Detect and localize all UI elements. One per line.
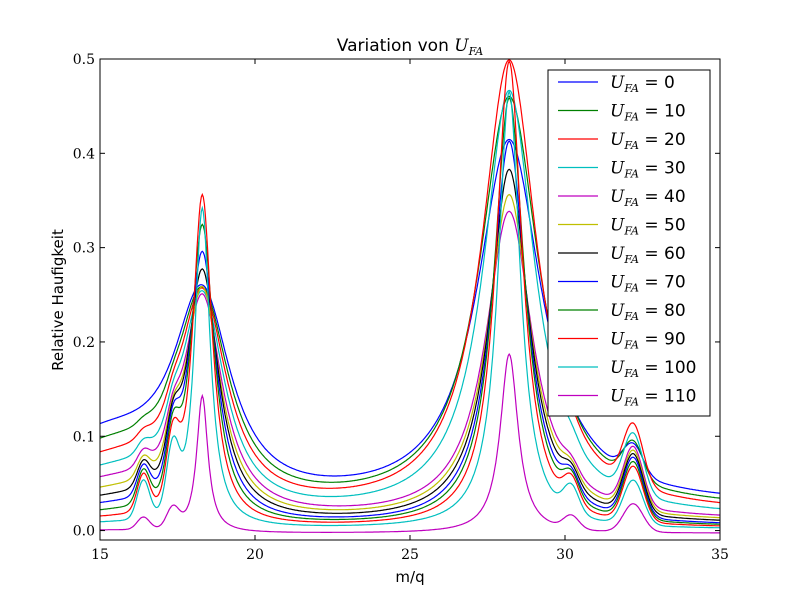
x-tick-label: 30: [556, 547, 574, 563]
legend-entry-90: UFA = 90: [558, 330, 686, 352]
ticks-layer: 15 20 25 30 35 0.0 0.1 0.2 0.3 0.4 0.5: [73, 52, 729, 563]
chart-title: Variation von UFA: [337, 36, 483, 58]
legend-symbol: U: [610, 330, 625, 350]
y-tick-label: 0.4: [73, 146, 95, 162]
legend-value: = 30: [639, 159, 686, 179]
chart-title-prefix: Variation von: [337, 36, 454, 56]
x-tick-label: 25: [401, 547, 419, 563]
series-line-90: [99, 59, 721, 527]
y-axis-label: Relative Haufigkeit: [49, 229, 67, 371]
legend-entry-100: UFA = 100: [558, 358, 696, 380]
series-line-70: [99, 140, 720, 524]
legend-label: UFA = 90: [610, 330, 686, 352]
legend-subscript: FA: [623, 139, 639, 152]
series-line-0: [99, 138, 721, 494]
chart-title-math: U: [454, 36, 469, 56]
series-line-40: [99, 210, 721, 516]
legend-entry-30: UFA = 30: [558, 159, 686, 181]
x-axis-label: m/q: [395, 568, 424, 586]
legend-subscript: FA: [623, 339, 639, 352]
legend-frame: [547, 69, 711, 417]
legend-entry-70: UFA = 70: [558, 273, 686, 295]
legend-label: UFA = 100: [610, 358, 696, 380]
series-line-60: [99, 168, 721, 521]
legend-label: UFA = 40: [610, 187, 686, 209]
legend-value: = 50: [639, 216, 686, 236]
plot-frame: [99, 58, 721, 541]
x-tick-label: 20: [246, 547, 264, 563]
series-line-50: [99, 193, 721, 519]
legend-value: = 100: [639, 358, 697, 378]
legend-symbol: U: [610, 130, 625, 150]
y-tick-label: 0.2: [73, 335, 95, 351]
legend-value: = 80: [639, 301, 686, 321]
legend-symbol: U: [610, 159, 625, 179]
legend-label: UFA = 60: [610, 244, 686, 266]
legend-subscript: FA: [623, 396, 639, 409]
legend-symbol: U: [610, 216, 625, 236]
series-line-20: [99, 59, 721, 504]
legend-label: UFA = 110: [610, 387, 696, 409]
legend-entry-110: UFA = 110: [558, 387, 696, 409]
legend-subscript: FA: [623, 82, 639, 95]
series-layer: [99, 59, 721, 534]
series-line-80: [99, 97, 720, 525]
legend-label: UFA = 20: [610, 130, 686, 152]
legend-entry-80: UFA = 80: [558, 301, 686, 323]
x-tick-label: 35: [711, 547, 729, 563]
legend-symbol: U: [610, 387, 625, 407]
y-tick-label: 0.0: [73, 524, 95, 540]
legend-symbol: U: [610, 102, 625, 122]
legend-value: = 60: [639, 244, 686, 264]
series-line-110: [100, 352, 720, 534]
legend-label: UFA = 80: [610, 301, 686, 323]
legend-subscript: FA: [623, 111, 639, 124]
y-tick-label: 0.5: [73, 52, 95, 68]
legend-entry-20: UFA = 20: [558, 130, 686, 152]
legend-subscript: FA: [623, 282, 639, 295]
legend-symbol: U: [610, 358, 625, 378]
y-tick-label: 0.3: [73, 241, 95, 257]
legend-entry-60: UFA = 60: [558, 244, 686, 266]
legend-value: = 20: [639, 130, 686, 150]
legend-value: = 0: [639, 73, 675, 93]
legend-symbol: U: [610, 244, 625, 264]
legend-value: = 110: [639, 387, 697, 407]
legend-symbol: U: [610, 301, 625, 321]
legend-label: UFA = 70: [610, 273, 686, 295]
y-tick-label: 0.1: [73, 429, 95, 445]
legend-entry-10: UFA = 10: [558, 102, 686, 124]
legend-subscript: FA: [623, 168, 639, 181]
legend-subscript: FA: [623, 225, 639, 238]
legend-subscript: FA: [623, 253, 639, 266]
legend-entry-40: UFA = 40: [558, 187, 686, 209]
legend-entry-50: UFA = 50: [558, 216, 686, 238]
legend-symbol: U: [610, 273, 625, 293]
legend-value: = 10: [639, 102, 686, 122]
legend-symbol: U: [610, 187, 625, 207]
legend-label: UFA = 30: [610, 159, 686, 181]
legend-label: UFA = 0: [610, 73, 675, 95]
series-line-100: [99, 90, 721, 529]
legend-subscript: FA: [623, 367, 639, 380]
legend-entry-0: UFA = 0: [558, 73, 675, 95]
legend-label: UFA = 50: [610, 216, 686, 238]
legend-label: UFA = 10: [610, 102, 686, 124]
x-tick-label: 15: [91, 547, 109, 563]
legend-value: = 70: [639, 273, 686, 293]
legend-value: = 40: [639, 187, 686, 207]
legend-value: = 90: [639, 330, 686, 350]
legend-subscript: FA: [623, 196, 639, 209]
chart-title-sub: FA: [468, 45, 484, 58]
series-line-30: [99, 89, 721, 510]
legend-symbol: U: [610, 73, 625, 93]
legend-subscript: FA: [623, 310, 639, 323]
